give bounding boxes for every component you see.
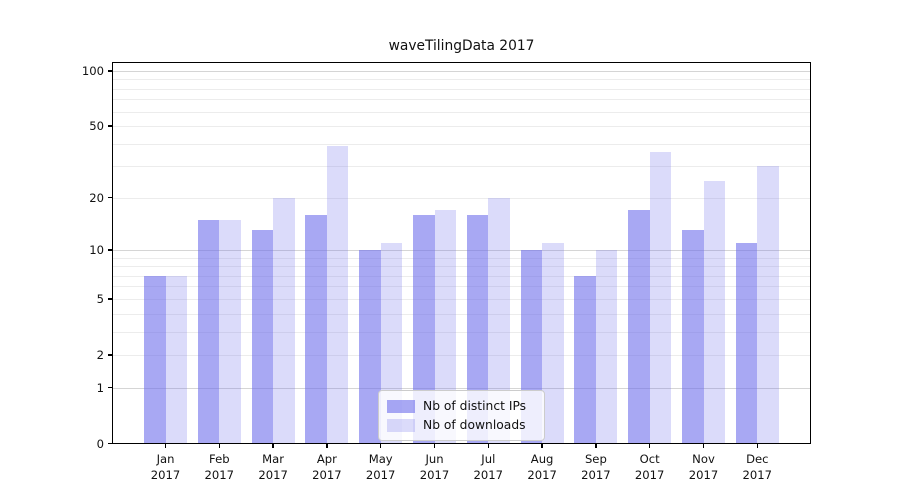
y-tick-label-0: 0 — [96, 436, 104, 451]
y-tick-mark-0 — [108, 442, 112, 445]
y-tick-mark-20 — [108, 197, 112, 199]
y-tick-label-2: 2 — [96, 347, 104, 362]
gridline-60 — [112, 111, 811, 113]
gridline-9 — [112, 257, 811, 259]
x-tick-label-feb: Feb 2017 — [204, 451, 235, 483]
gridline-6 — [112, 286, 811, 288]
gridline-5 — [112, 298, 811, 300]
bar-apr-distinct-ips — [305, 214, 327, 444]
x-tick-mark-jan — [164, 443, 167, 448]
x-tick-mark-jun — [433, 443, 436, 448]
gridline-40 — [112, 143, 811, 145]
x-tick-label-aug: Aug 2017 — [527, 451, 557, 483]
x-tick-label-nov: Nov 2017 — [688, 451, 719, 483]
x-tick-mark-oct — [649, 443, 651, 448]
y-tick-label-10: 10 — [89, 242, 104, 257]
x-tick-label-jan: Jan 2017 — [150, 451, 181, 483]
plot-border — [112, 62, 811, 444]
y-tick-label-5: 5 — [96, 291, 104, 306]
bar-aug-downloads — [542, 242, 564, 444]
bar-mar-downloads — [273, 197, 295, 444]
bar-apr-downloads — [326, 145, 349, 444]
y-tick-label-1: 1 — [96, 380, 104, 395]
bar-mar-distinct-ips — [251, 230, 274, 444]
bar-oct-downloads — [649, 152, 672, 444]
x-tick-label-dec: Dec 2017 — [742, 451, 773, 483]
bar-sep-distinct-ips — [574, 275, 596, 444]
x-tick-label-jul: Jul 2017 — [473, 451, 504, 483]
x-tick-label-apr: Apr 2017 — [312, 451, 342, 483]
y-tick-mark-5 — [108, 298, 112, 300]
gridline-7 — [112, 275, 811, 277]
bar-feb-distinct-ips — [197, 219, 220, 444]
y-tick-mark-100 — [108, 70, 112, 72]
bar-nov-downloads — [703, 180, 725, 444]
bar-jan-distinct-ips — [144, 275, 166, 444]
x-tick-label-mar: Mar 2017 — [258, 451, 288, 483]
legend-swatch-downloads — [387, 418, 415, 432]
x-tick-label-oct: Oct 2017 — [634, 451, 665, 483]
bar-may-distinct-ips — [359, 249, 381, 444]
y-tick-mark-1 — [108, 386, 112, 389]
gridline-20 — [112, 197, 811, 199]
bar-jul-downloads — [488, 197, 510, 444]
gridline-10 — [112, 249, 811, 251]
bar-jun-downloads — [434, 210, 456, 444]
y-tick-mark-10 — [108, 249, 112, 251]
legend-item-distinct-ips: Nb of distinct IPs — [387, 399, 536, 413]
x-tick-label-jun: Jun 2017 — [419, 451, 450, 483]
bar-dec-distinct-ips — [735, 242, 758, 444]
x-tick-mark-aug — [541, 443, 543, 448]
gridline-8 — [112, 266, 811, 268]
gridline-1 — [112, 387, 811, 389]
gridline-70 — [112, 99, 811, 101]
gridline-30 — [112, 166, 811, 168]
y-tick-mark-2 — [108, 354, 112, 356]
x-tick-mark-may — [380, 443, 382, 448]
x-tick-mark-apr — [326, 443, 328, 448]
bar-dec-downloads — [757, 166, 779, 444]
bar-jan-downloads — [165, 275, 187, 444]
y-tick-mark-50 — [108, 125, 112, 127]
gridline-90 — [112, 79, 811, 81]
x-tick-mark-dec — [756, 443, 758, 448]
gridline-50 — [112, 126, 811, 128]
x-tick-label-sep: Sep 2017 — [581, 451, 611, 483]
gridline-80 — [112, 88, 811, 90]
bar-sep-downloads — [595, 249, 618, 444]
bar-feb-downloads — [219, 219, 241, 444]
y-tick-label-20: 20 — [89, 190, 104, 205]
x-tick-mark-jul — [487, 443, 489, 448]
x-tick-label-may: May 2017 — [365, 451, 396, 483]
bar-nov-distinct-ips — [682, 230, 704, 444]
legend-swatch-distinct-ips — [387, 399, 415, 413]
gridline-4 — [112, 313, 811, 315]
legend-label-distinct-ips: Nb of distinct IPs — [423, 399, 527, 413]
gridline-3 — [112, 331, 811, 333]
x-tick-mark-feb — [218, 443, 220, 448]
x-tick-mark-nov — [702, 443, 705, 448]
bar-oct-distinct-ips — [628, 210, 650, 444]
y-tick-label-50: 50 — [89, 119, 104, 134]
legend: Nb of distinct IPs Nb of downloads — [378, 390, 545, 441]
legend-label-downloads: Nb of downloads — [423, 418, 526, 432]
gridline-100 — [112, 71, 811, 72]
chart-title: waveTilingData 2017 — [388, 38, 535, 54]
y-tick-label-100: 100 — [81, 64, 104, 78]
legend-item-downloads: Nb of downloads — [387, 418, 536, 432]
bar-jun-distinct-ips — [413, 214, 435, 444]
x-tick-mark-sep — [595, 443, 597, 448]
gridline-2 — [112, 354, 811, 356]
x-tick-mark-mar — [272, 443, 274, 448]
bar-jul-distinct-ips — [466, 214, 489, 444]
